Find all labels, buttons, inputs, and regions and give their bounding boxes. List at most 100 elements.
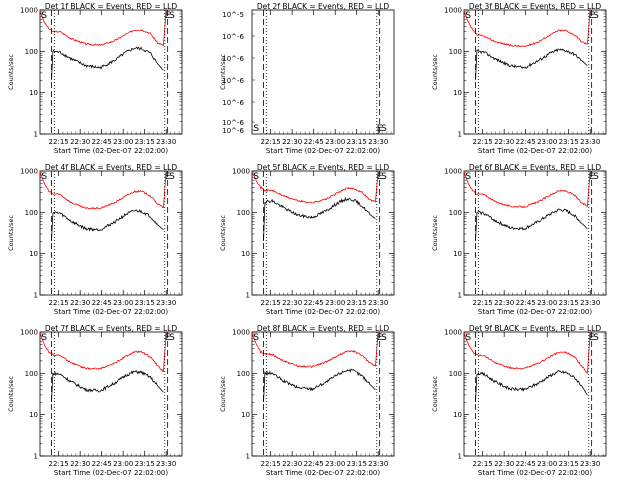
y-tick-label: 10 (29, 89, 38, 97)
series-events-line (263, 368, 376, 403)
chart-title: Det 1f BLACK = Events, RED = LLD (45, 2, 178, 11)
x-tick-label: 22:30 (70, 299, 90, 307)
y-axis-label: Counts/sec (219, 376, 227, 412)
y-tick-label: 100 (237, 370, 250, 378)
x-tick-label: 22:45 (92, 299, 112, 307)
y-axis-label: Counts/sec (431, 376, 439, 412)
x-axis-label: Start Time (02-Dec-07 22:02:00) (54, 147, 168, 155)
y-tick-label: 1 (34, 131, 38, 139)
y-tick-label: 1 (458, 131, 462, 139)
saa-marker-s: S (593, 11, 599, 21)
saa-marker-s: S (593, 333, 599, 343)
x-tick-label: 23:15 (347, 138, 367, 146)
saa-marker-s: S (169, 172, 175, 182)
plot-frame (463, 9, 607, 135)
x-tick-label: 22:30 (494, 299, 514, 307)
y-tick-label: 1 (458, 453, 462, 461)
chart-title: Det 8f BLACK = Events, RED = LLD (257, 324, 390, 333)
y-axis-label: Counts/sec (219, 54, 227, 90)
series-events-line (51, 369, 164, 403)
x-tick-label: 23:30 (156, 299, 176, 307)
x-tick-label: 22:30 (494, 138, 514, 146)
x-tick-label: 23:00 (537, 138, 557, 146)
y-axis-label: Counts/sec (431, 215, 439, 251)
y-tick-label: 10 (241, 411, 250, 419)
x-tick-label: 23:15 (559, 460, 579, 468)
x-tick-label: 23:15 (135, 138, 155, 146)
plot-frame (251, 331, 395, 457)
x-axis-label: Start Time (02-Dec-07 22:02:00) (478, 308, 592, 316)
y-axis-label: Counts/sec (7, 215, 15, 251)
y-tick-label: 1000 (232, 168, 250, 176)
x-tick-label: 23:15 (347, 460, 367, 468)
chart-title: Det 7f BLACK = Events, RED = LLD (45, 324, 178, 333)
y-tick-label: 1 (246, 292, 250, 300)
plot-frame (463, 331, 607, 457)
x-tick-label: 23:00 (537, 299, 557, 307)
series-events-line (51, 46, 164, 81)
series-lld-line (463, 9, 591, 48)
y-tick-label: 1 (34, 453, 38, 461)
x-axis-label: Start Time (02-Dec-07 22:02:00) (54, 469, 168, 477)
saa-marker-e: E (165, 333, 171, 343)
x-tick-label: 22:30 (282, 299, 302, 307)
x-tick-label: 23:30 (580, 460, 600, 468)
y-tick-label: 10^-6 (222, 119, 244, 127)
x-tick-label: 22:15 (473, 138, 493, 146)
series-lld-line (463, 331, 591, 375)
x-tick-label: 23:15 (347, 299, 367, 307)
saa-marker-e: E (589, 11, 595, 21)
saa-marker-s: S (381, 333, 387, 343)
y-tick-label: 10^-6 (222, 33, 244, 41)
y-tick-label: 100 (449, 370, 462, 378)
saa-marker-s: S (253, 172, 259, 182)
y-tick-label: 100 (449, 48, 462, 56)
chart-panel-4: Det 4f BLACK = Events, RED = LLD 1 10 100 10… (7, 163, 183, 316)
x-tick-label: 23:00 (113, 460, 133, 468)
x-tick-label: 22:15 (49, 138, 69, 146)
saa-marker-e: E (377, 333, 383, 343)
x-tick-label: 22:30 (70, 460, 90, 468)
x-tick-label: 22:45 (304, 138, 324, 146)
y-tick-label: 10 (453, 89, 462, 97)
series-lld-line (39, 170, 167, 210)
chart-title: Det 6f BLACK = Events, RED = LLD (469, 163, 602, 172)
x-tick-label: 22:30 (282, 138, 302, 146)
y-axis-label: Counts/sec (7, 54, 15, 90)
saa-marker-e: E (165, 11, 171, 21)
chart-panel-3: Det 3f BLACK = Events, RED = LLD 1 10 100 10… (431, 2, 607, 155)
series-lld-line (39, 9, 167, 47)
x-tick-label: 23:30 (368, 299, 388, 307)
series-lld-line (463, 170, 591, 209)
x-tick-label: 23:15 (559, 299, 579, 307)
x-axis-label: Start Time (02-Dec-07 22:02:00) (266, 308, 380, 316)
x-tick-label: 23:15 (135, 299, 155, 307)
y-tick-label: 100 (25, 48, 38, 56)
x-tick-label: 23:00 (113, 138, 133, 146)
y-tick-base: 10^-6 (222, 77, 244, 85)
saa-marker-s: S (169, 11, 175, 21)
chart-title: Det 4f BLACK = Events, RED = LLD (45, 163, 178, 172)
saa-marker-e: E (377, 172, 383, 182)
y-tick-label: 1000 (444, 329, 462, 337)
x-tick-label: 22:15 (261, 299, 281, 307)
y-tick-label: 10^-6 (222, 127, 244, 135)
y-tick-label: 1000 (444, 7, 462, 15)
x-tick-label: 23:00 (325, 460, 345, 468)
y-tick-label: 1000 (232, 329, 250, 337)
y-tick-base: 10^-6 (222, 33, 244, 41)
chart-panel-2: Det 2f BLACK = Events, RED = LLD 10^-5 10^… (219, 2, 395, 155)
plot-frame (251, 9, 395, 135)
y-tick-label: 100 (25, 209, 38, 217)
plot-frame (463, 170, 607, 296)
series-lld-line (251, 331, 379, 368)
chart-panel-9: Det 9f BLACK = Events, RED = LLD 1 10 100 10… (431, 324, 607, 477)
y-tick-base: 10^-6 (222, 99, 244, 107)
x-tick-label: 23:30 (580, 299, 600, 307)
x-tick-label: 22:30 (282, 460, 302, 468)
plot-frame (39, 331, 183, 457)
series-events-line (475, 208, 588, 242)
saa-marker-s: S (253, 124, 259, 134)
saa-marker-s: S (41, 172, 47, 182)
